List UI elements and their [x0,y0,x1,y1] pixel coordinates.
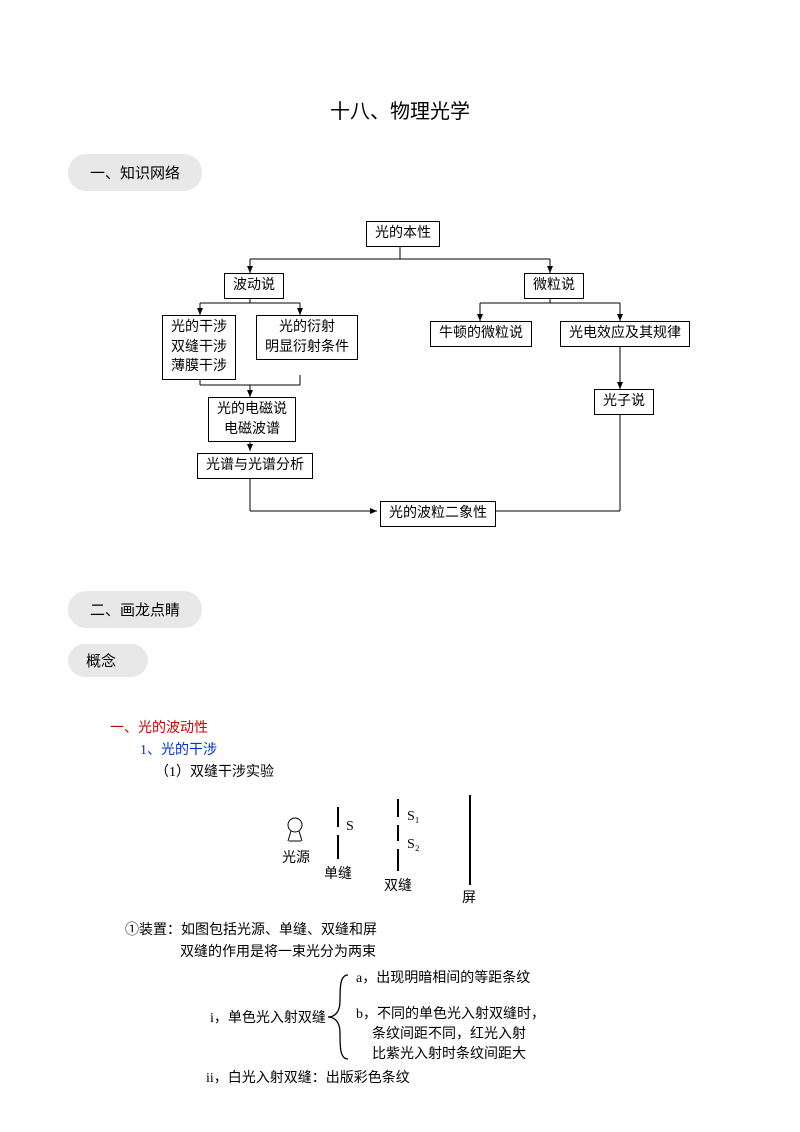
section-pill-knowledge: 一、知识网络 [68,154,202,191]
flow-spectrum: 光谱与光谱分析 [197,453,313,479]
flowchart: 光的本性 波动说 微粒说 光的干涉 双缝干涉 薄膜干涉 光的衍射 明显衍射条件 … [0,221,800,551]
lbl-source: 光源 [282,847,310,867]
flow-diffr: 光的衍射 明显衍射条件 [256,315,358,360]
flow-photon: 光子说 [594,389,654,415]
section-pill-dragon: 二、画龙点睛 [68,591,202,628]
br-b2: 条纹间距不同，红光入射 [372,1023,526,1043]
heading-interference: 1、光的干涉 [0,739,800,759]
flow-particle: 微粒说 [524,273,584,299]
device-line1: ①装置：如图包括光源、单缝、双缝和屏 [0,919,800,939]
flow-root: 光的本性 [366,221,440,247]
heading-double-slit: （1）双缝干涉实验 [0,761,800,781]
lbl-screen: 屏 [462,887,476,907]
section-pill-concept: 概念 [68,644,148,677]
br-ii: ii，白光入射双缝：出版彩色条纹 [206,1067,410,1087]
flow-newton: 牛顿的微粒说 [430,321,532,347]
flow-duality: 光的波粒二象性 [380,501,496,527]
heading-wave-nature: 一、光的波动性 [0,717,800,737]
double-slit-diagram: S S₁ S₂ 光源 单缝 双缝 屏 [0,789,800,919]
page-title: 十八、物理光学 [0,95,800,124]
flow-photoel: 光电效应及其规律 [560,321,690,347]
br-b3: 比紫光入射时条纹间距大 [372,1043,526,1063]
br-a: a，出现明暗相间的等距条纹 [356,967,530,987]
flow-wave: 波动说 [224,273,284,299]
br-b1: b，不同的单色光入射双缝时， [356,1003,545,1023]
lbl-s2: S₂ [407,837,420,853]
lbl-s: S [346,819,354,835]
flow-em: 光的电磁说 电磁波谱 [208,397,296,442]
flow-interf: 光的干涉 双缝干涉 薄膜干涉 [162,315,236,380]
bracket-block: i，单色光入射双缝 a，出现明暗相间的等距条纹 b，不同的单色光入射双缝时， 条… [0,967,800,1097]
lbl-s1: S₁ [407,809,420,825]
br-i: i，单色光入射双缝 [210,1007,326,1027]
lbl-single: 单缝 [324,863,352,883]
lbl-double: 双缝 [384,875,412,895]
device-line2: 双缝的作用是将一束光分为两束 [0,941,800,961]
